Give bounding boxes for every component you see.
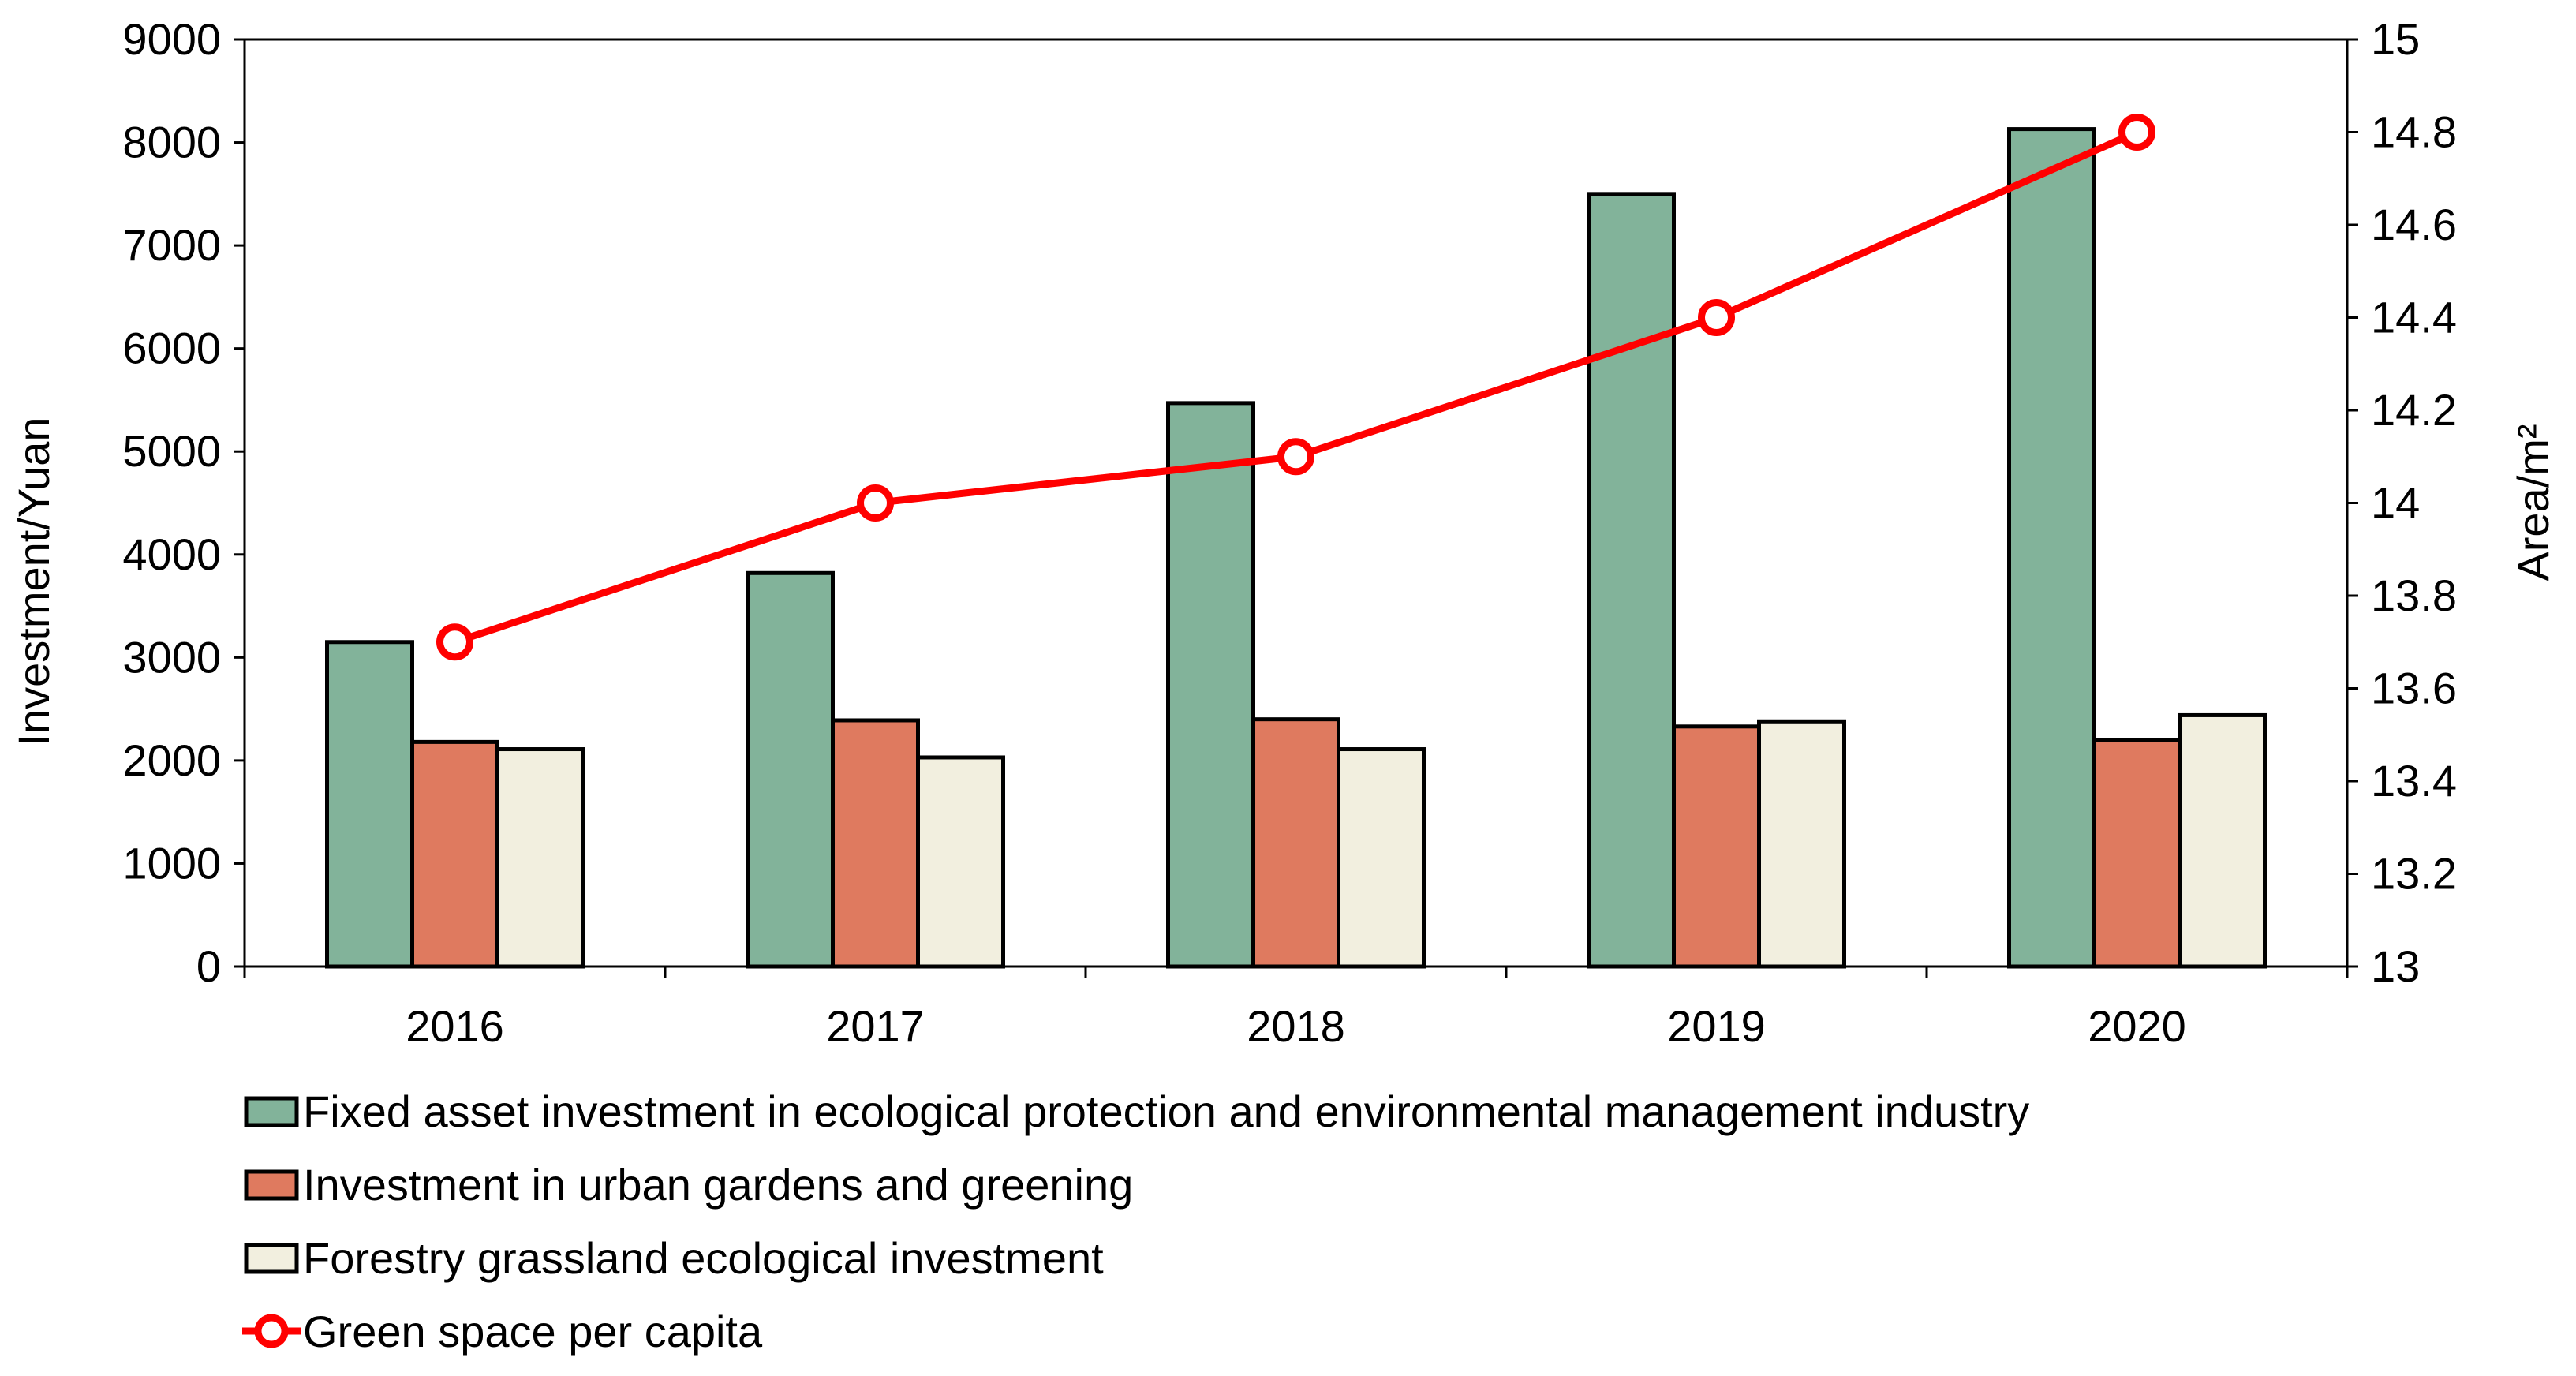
left-y-axis: 0 1000 2000 3000 4000 5000 6000 7000 8000 9000 <box>122 14 245 991</box>
legend-label-2: Investment in urban gardens and greening <box>303 1160 1133 1210</box>
bar-2-2017 <box>831 718 920 969</box>
bar-3-2019 <box>1757 719 1846 969</box>
left-tick-label: 5000 <box>122 426 221 476</box>
line-series-layer <box>436 114 2155 661</box>
right-axis-title: Area/m² <box>2508 424 2558 581</box>
right-tick-label: 13.6 <box>2371 664 2457 713</box>
bar-1-2020 <box>2007 127 2096 969</box>
right-y-axis: 13 13.2 13.4 13.6 13.8 14 14.2 14.4 14.6 14.8 15 <box>2347 14 2457 991</box>
legend-label-3: Forestry grassland ecological investment <box>303 1233 1104 1283</box>
left-axis-title: Investment/Yuan <box>9 417 58 746</box>
bar-3-2020 <box>2178 712 2267 969</box>
bar-2-2020 <box>2092 738 2182 969</box>
bar-1-2019 <box>1587 192 1676 969</box>
line-point-2020 <box>2118 114 2155 151</box>
legend-label-1: Fixed asset investment in ecological pro… <box>303 1086 2029 1136</box>
left-tick-label: 6000 <box>122 323 221 373</box>
right-tick-label: 14 <box>2371 478 2420 528</box>
right-tick-label: 14.8 <box>2371 107 2457 157</box>
left-tick-label: 2000 <box>122 735 221 785</box>
x-tick-label: 2018 <box>1247 1001 1345 1051</box>
bar-3-2018 <box>1337 747 1426 969</box>
bar-3-2016 <box>495 747 585 969</box>
line-point-2016 <box>436 623 473 661</box>
bar-1-2017 <box>746 570 835 969</box>
legend-swatch-1 <box>244 1096 299 1127</box>
bar-1-2018 <box>1166 401 1255 969</box>
legend: Fixed asset investment in ecological pro… <box>242 1086 2029 1356</box>
bar-2-2019 <box>1672 724 1761 969</box>
legend-label-4: Green space per capita <box>303 1307 763 1356</box>
legend-swatch-3 <box>244 1243 299 1274</box>
right-tick-label: 14.2 <box>2371 385 2457 435</box>
x-tick-label: 2019 <box>1667 1001 1766 1051</box>
right-tick-label: 14.6 <box>2371 200 2457 249</box>
x-tick-label: 2016 <box>406 1001 504 1051</box>
legend-swatch-2 <box>244 1169 299 1201</box>
bar-1-2016 <box>325 640 414 969</box>
line-point-2017 <box>857 484 894 522</box>
right-tick-label: 13.4 <box>2371 756 2457 806</box>
right-tick-label: 13.8 <box>2371 570 2457 620</box>
right-tick-label: 14.4 <box>2371 293 2457 342</box>
x-tick-label: 2020 <box>2088 1001 2186 1051</box>
left-tick-label: 4000 <box>122 529 221 579</box>
left-tick-label: 8000 <box>122 118 221 167</box>
left-tick-label: 3000 <box>122 632 221 682</box>
bar-2-2018 <box>1251 717 1340 969</box>
x-tick-label: 2017 <box>826 1001 925 1051</box>
line-point-2018 <box>1277 438 1314 476</box>
left-tick-label: 0 <box>196 941 221 991</box>
left-tick-label: 9000 <box>122 14 221 64</box>
bar-3-2017 <box>916 755 1005 969</box>
bar-2-2016 <box>410 739 499 969</box>
line-point-2019 <box>1698 299 1735 336</box>
x-axis: 2016 2017 2018 2019 2020 <box>243 967 2349 1051</box>
green-space-line <box>454 129 2139 646</box>
right-tick-label: 13 <box>2371 941 2420 991</box>
left-tick-label: 7000 <box>122 220 221 270</box>
bar-group <box>325 127 2267 969</box>
legend-marker-swatch <box>254 1314 289 1348</box>
right-tick-label: 15 <box>2371 14 2420 64</box>
right-tick-label: 13.2 <box>2371 849 2457 899</box>
left-tick-label: 1000 <box>122 838 221 888</box>
